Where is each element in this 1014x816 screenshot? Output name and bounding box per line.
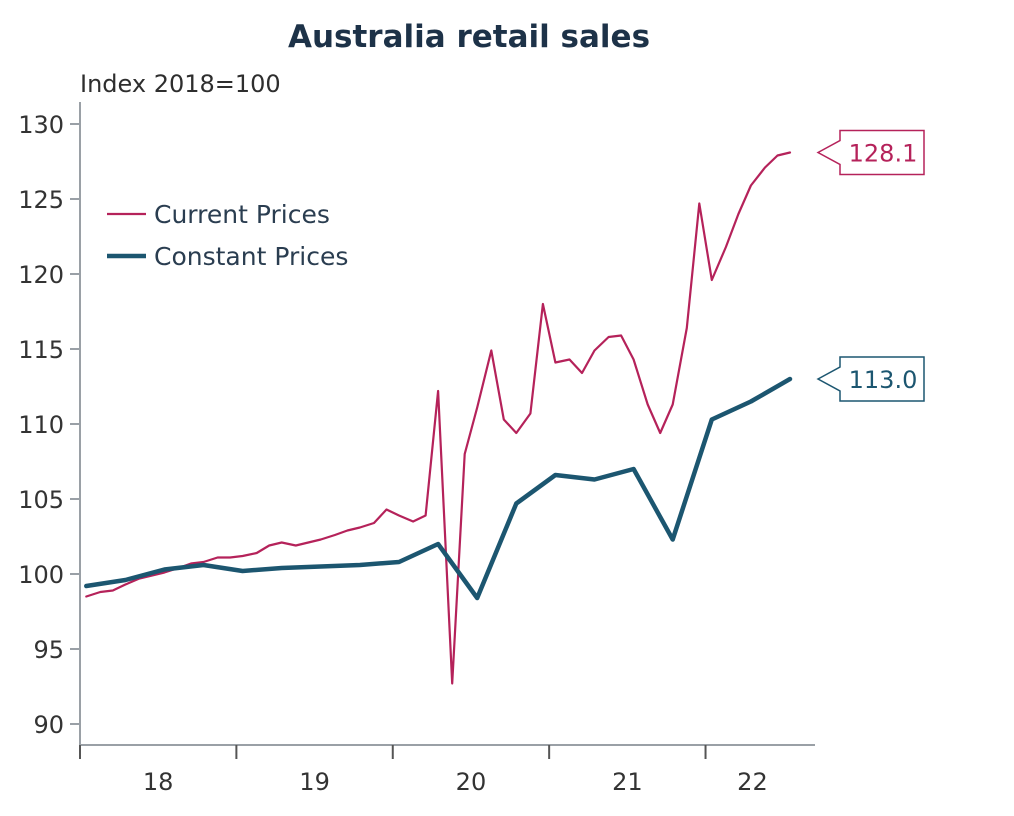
x-tick-label: 19 xyxy=(299,768,330,796)
line-chart: Australia retail sales Index 2018=100 13… xyxy=(18,19,925,796)
x-tick-labels: 18 19 20 21 22 xyxy=(143,768,768,796)
series-lines xyxy=(84,151,793,685)
x-tick-label: 21 xyxy=(612,768,643,796)
x-tick-label: 18 xyxy=(143,768,174,796)
y-tick-labels: 130 125 120 115 110 105 100 95 90 xyxy=(18,111,64,739)
callout-box xyxy=(816,356,925,402)
legend: Current Prices Constant Prices xyxy=(107,200,348,271)
callout-box xyxy=(816,129,925,176)
y-tick-label: 130 xyxy=(18,111,64,139)
callout-value: 113.0 xyxy=(849,366,918,394)
series-line-constant-prices xyxy=(84,376,793,601)
callout-value: 128.1 xyxy=(849,140,918,168)
legend-label: Constant Prices xyxy=(154,242,348,271)
y-tick-label: 110 xyxy=(18,411,64,439)
y-tick-label: 95 xyxy=(33,636,64,664)
y-tick-label: 90 xyxy=(33,711,64,739)
y-tick-label: 120 xyxy=(18,261,64,289)
y-axis-label: Index 2018=100 xyxy=(80,70,281,98)
y-tick-label: 125 xyxy=(18,186,64,214)
chart-title: Australia retail sales xyxy=(288,19,650,55)
x-tick-label: 20 xyxy=(456,768,487,796)
y-tick-label: 105 xyxy=(18,486,64,514)
axes xyxy=(70,102,815,759)
chart-card: Australia retail sales Index 2018=100 13… xyxy=(18,19,925,796)
legend-label: Current Prices xyxy=(154,200,330,229)
x-tick-label: 22 xyxy=(737,768,768,796)
y-tick-label: 100 xyxy=(18,561,64,589)
end-value-callouts: 128.1 113.0 xyxy=(816,129,925,402)
y-tick-label: 115 xyxy=(18,336,64,364)
series-line-current-prices xyxy=(85,151,792,685)
